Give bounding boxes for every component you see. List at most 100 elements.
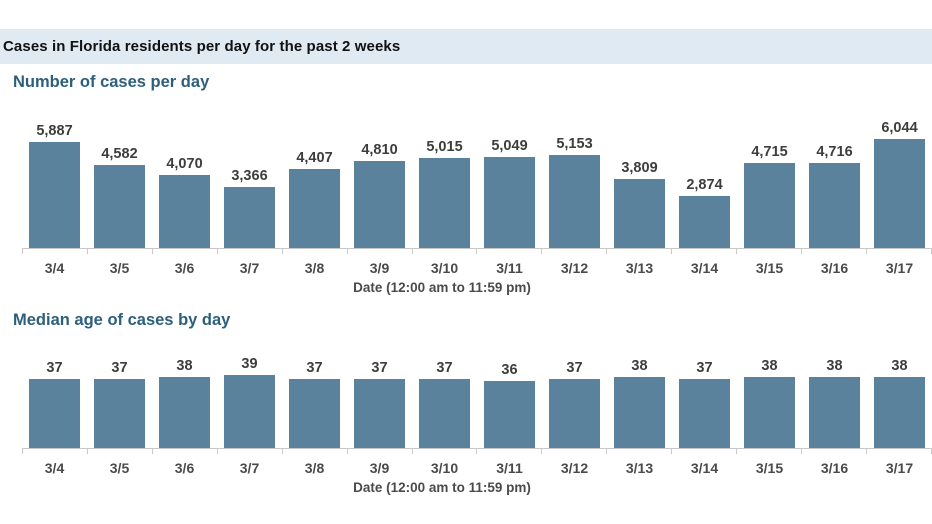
- bar-value-label: 37: [46, 359, 63, 376]
- axis-tick: [216, 249, 282, 254]
- bar-cell: 37: [87, 331, 152, 448]
- bar: [744, 376, 795, 448]
- axis-tick: [151, 249, 217, 254]
- bar: [94, 378, 145, 448]
- axis-tick: [736, 449, 801, 454]
- bar-value-label: 38: [631, 357, 648, 374]
- bar-value-label: 37: [371, 359, 388, 376]
- bar-cell: 4,582: [87, 93, 152, 248]
- x-tick-label: 3/4: [44, 260, 65, 276]
- bars-row: 37 37 38 39 37 37 37 36 37 38 37 38 38 38: [22, 331, 932, 448]
- bar-cell: 5,015: [412, 93, 477, 248]
- plot-area: 37 37 38 39 37 37 37 36 37 38 37 38 38 38 3/4 3/5 3/6 3/…: [22, 331, 932, 476]
- bar-value-label: 37: [306, 359, 323, 376]
- bar-cell: 4,810: [347, 93, 412, 248]
- bar: [744, 163, 795, 248]
- axis-tick: [86, 249, 152, 254]
- bar-cell: 6,044: [867, 93, 932, 248]
- bar: [159, 376, 210, 448]
- bar: [354, 378, 405, 448]
- axis-tick: [541, 449, 606, 454]
- x-tick-label: 3/14: [690, 260, 719, 276]
- bar-cell: 37: [282, 331, 347, 448]
- x-axis-ticks: [22, 248, 932, 254]
- bar-cell: 5,049: [477, 93, 542, 248]
- x-tick-label: 3/10: [430, 260, 459, 276]
- bar: [809, 376, 860, 448]
- x-tick-label: 3/10: [430, 460, 459, 476]
- x-tick-label: 3/11: [496, 260, 523, 276]
- bar-value-label: 3,366: [231, 168, 268, 185]
- bar-cell: 38: [607, 331, 672, 448]
- bar-value-label: 37: [566, 359, 583, 376]
- bar-value-label: 5,015: [426, 138, 463, 155]
- bar-cell: 38: [152, 331, 217, 448]
- bar-cell: 37: [22, 331, 87, 448]
- bar-value-label: 38: [176, 357, 193, 374]
- x-tick-label: 3/17: [885, 260, 914, 276]
- axis-tick: [671, 249, 736, 254]
- axis-tick: [801, 249, 866, 254]
- bar-cell: 36: [477, 331, 542, 448]
- bar-cell: 3,366: [217, 93, 282, 248]
- bar-value-label: 4,070: [166, 155, 203, 172]
- axis-tick: [671, 449, 736, 454]
- bar-cell: 37: [347, 331, 412, 448]
- bar: [419, 157, 470, 248]
- axis-tick: [22, 449, 87, 454]
- bar: [224, 187, 275, 248]
- axis-tick: [346, 449, 412, 454]
- bar: [289, 168, 340, 248]
- bar: [874, 376, 925, 448]
- x-tick-label: 3/15: [755, 260, 784, 276]
- bar-value-label: 37: [436, 359, 453, 376]
- bar: [549, 155, 600, 248]
- report-title: Cases in Florida residents per day for t…: [3, 38, 401, 55]
- bar: [484, 156, 535, 248]
- axis-tick: [801, 449, 866, 454]
- x-tick-label: 3/4: [44, 460, 65, 476]
- bar: [549, 378, 600, 448]
- bar-cell: 5,887: [22, 93, 87, 248]
- bars-row: 5,887 4,582 4,070 3,366 4,407 4,810 5,015 5,049…: [22, 93, 932, 248]
- x-tick-label: 3/5: [109, 260, 130, 276]
- x-tick-label: 3/6: [174, 460, 195, 476]
- bar: [874, 139, 925, 248]
- x-axis-labels-row: 3/4 3/5 3/6 3/7 3/8 3/9 3/10 3/11 3/12 3/13 3/14 3/…: [22, 254, 932, 276]
- bar-cell: 4,715: [737, 93, 802, 248]
- chart-title: Number of cases per day: [13, 73, 210, 91]
- bar-cell: 5,153: [542, 93, 607, 248]
- bar: [419, 378, 470, 448]
- bar-value-label: 5,049: [491, 137, 528, 154]
- x-tick-label: 3/11: [496, 460, 523, 476]
- axis-tick: [541, 249, 606, 254]
- x-axis-labels-row: 3/4 3/5 3/6 3/7 3/8 3/9 3/10 3/11 3/12 3/13 3/14 3/…: [22, 454, 932, 476]
- x-tick-label: 3/12: [560, 260, 589, 276]
- cases-per-day-chart: Number of cases per day 5,887 4,582 4,070 3…: [0, 71, 932, 296]
- x-tick-label: 3/16: [820, 460, 849, 476]
- bar-value-label: 2,874: [686, 177, 723, 194]
- axis-tick: [281, 249, 347, 254]
- bar-cell: 37: [412, 331, 477, 448]
- bar: [679, 378, 730, 448]
- x-tick-label: 3/6: [174, 260, 195, 276]
- bar: [614, 376, 665, 448]
- axis-tick: [346, 249, 412, 254]
- bar-cell: 38: [867, 331, 932, 448]
- bar-cell: 38: [802, 331, 867, 448]
- axis-tick: [281, 449, 347, 454]
- bar-value-label: 4,407: [296, 149, 333, 166]
- axis-tick: [865, 249, 931, 254]
- x-tick-label: 3/13: [625, 460, 654, 476]
- bar-value-label: 4,810: [361, 142, 398, 159]
- x-tick-label: 3/8: [304, 460, 325, 476]
- bar-cell: 2,874: [672, 93, 737, 248]
- x-tick-label: 3/17: [885, 460, 914, 476]
- chart-title: Median age of cases by day: [13, 311, 231, 329]
- bar-value-label: 38: [826, 357, 843, 374]
- bar-cell: 3,809: [607, 93, 672, 248]
- x-axis-caption: Date (12:00 am to 11:59 pm): [353, 280, 531, 295]
- bar-value-label: 36: [501, 361, 518, 378]
- bar-value-label: 4,715: [751, 144, 788, 160]
- axis-tick: [411, 449, 477, 454]
